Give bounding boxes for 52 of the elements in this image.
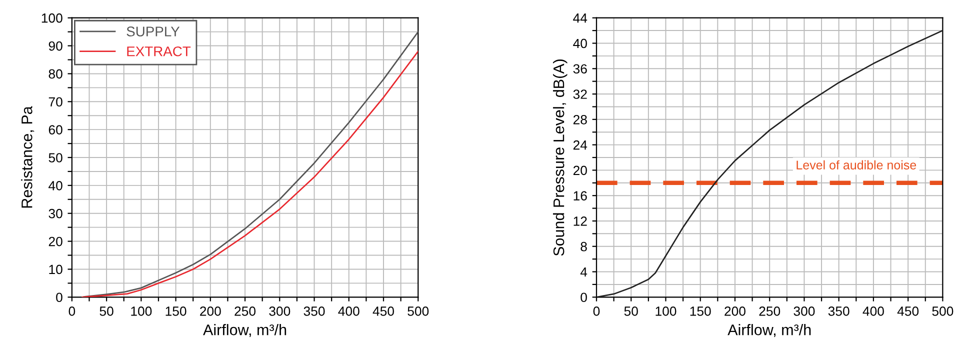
y-tick-label: 16 — [574, 191, 587, 200]
x-axis-title: Airflow, m³/h — [203, 324, 286, 338]
y-tick-label: 36 — [573, 64, 587, 74]
x-tick-label: 450 — [897, 306, 919, 316]
x-tick-label: 50 — [624, 306, 638, 316]
y-tick-label: 60 — [48, 125, 62, 134]
x-tick-label: 50 — [100, 306, 114, 316]
y-tick-label: 10 — [49, 264, 62, 274]
x-tick-label: 250 — [234, 306, 256, 316]
y-tick-label: 0 — [56, 292, 62, 302]
x-tick-label: 100 — [656, 306, 676, 316]
x-tick-label: 350 — [304, 306, 325, 316]
x-tick-label: 300 — [269, 306, 290, 316]
x-tick-label: 0 — [593, 306, 600, 316]
y-tick-label: 80 — [48, 69, 62, 79]
y-tick-label: 44 — [573, 14, 588, 23]
x-tick-label: 200 — [724, 306, 746, 316]
y-tick-label: 8 — [580, 242, 587, 252]
y-tick-label: 40 — [573, 38, 587, 48]
x-tick-label: 0 — [68, 306, 76, 316]
ref-line-label: Level of audible noise — [796, 160, 916, 170]
y-tick-label: 24 — [573, 140, 588, 150]
y-tick-label: 0 — [580, 292, 587, 302]
y-tick-label: 4 — [580, 267, 588, 277]
legend-label: EXTRACT — [127, 46, 191, 56]
x-tick-label: 450 — [372, 306, 394, 316]
x-tick-label: 500 — [408, 306, 429, 316]
y-tick-label: 20 — [573, 166, 587, 176]
y-tick-label: 28 — [573, 114, 587, 124]
x-tick-label: 500 — [932, 306, 954, 316]
y-tick-label: 32 — [573, 90, 587, 99]
x-tick-label: 100 — [131, 306, 152, 316]
y-tick-label: 100 — [42, 13, 62, 23]
x-tick-label: 350 — [828, 306, 850, 316]
x-tick-label: 150 — [166, 306, 186, 316]
x-tick-label: 250 — [759, 306, 780, 316]
y-tick-label: 30 — [48, 208, 62, 218]
y-tick-label: 12 — [574, 216, 587, 226]
y-tick-label: 50 — [48, 153, 62, 162]
y-tick-label: 70 — [48, 97, 62, 107]
y-axis-title: Resistance, Pa — [21, 106, 34, 208]
y-tick-label: 40 — [48, 180, 62, 190]
x-tick-label: 200 — [200, 306, 221, 316]
x-tick-label: 300 — [794, 306, 815, 316]
y-axis-title: Sound Pressure Level, dB(A) — [553, 60, 568, 256]
legend-label: SUPPLY — [126, 26, 180, 36]
x-axis-title: Airflow, m³/h — [728, 324, 811, 338]
y-tick-label: 20 — [48, 236, 62, 246]
x-tick-label: 150 — [690, 306, 711, 316]
x-tick-label: 400 — [862, 306, 884, 316]
x-tick-label: 400 — [338, 306, 360, 316]
y-tick-label: 90 — [48, 41, 62, 51]
